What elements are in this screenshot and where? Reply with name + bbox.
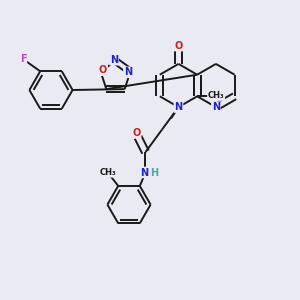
Text: O: O — [174, 40, 183, 51]
Text: H: H — [150, 167, 158, 178]
Text: N: N — [212, 102, 220, 112]
Text: O: O — [99, 65, 107, 75]
Text: N: N — [124, 67, 132, 77]
Text: CH₃: CH₃ — [100, 168, 117, 177]
Text: O: O — [132, 128, 141, 138]
Text: N: N — [110, 55, 118, 65]
Text: N: N — [174, 102, 183, 112]
Text: N: N — [140, 167, 148, 178]
Text: F: F — [20, 54, 26, 64]
Text: CH₃: CH₃ — [208, 91, 224, 100]
